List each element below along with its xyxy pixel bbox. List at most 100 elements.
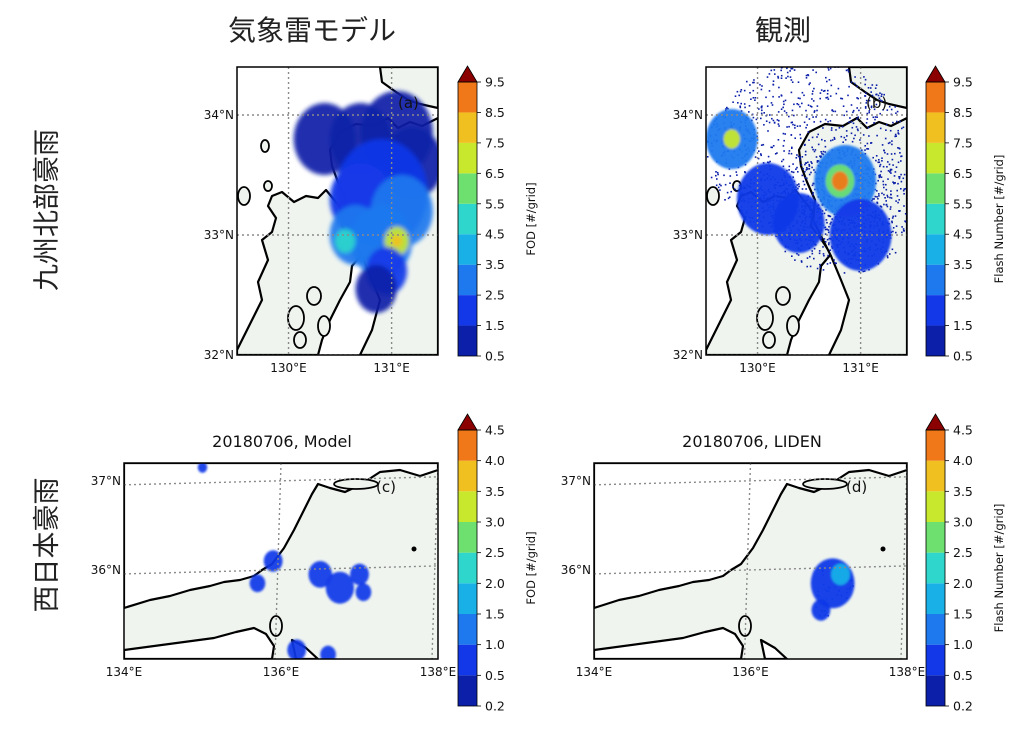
- flash-point: [794, 124, 796, 127]
- colorbar-segment: [458, 173, 477, 204]
- flash-point: [874, 195, 877, 198]
- x-tick-label: 138°E: [889, 665, 926, 679]
- y-tick-label: 37°N: [91, 474, 121, 488]
- flash-point: [883, 193, 885, 196]
- flash-point: [901, 231, 903, 234]
- flash-point: [880, 176, 883, 178]
- flash-point: [894, 152, 896, 155]
- flash-point: [901, 226, 903, 228]
- flash-point: [868, 135, 870, 137]
- flash-point: [868, 99, 871, 102]
- flash-point: [812, 116, 814, 118]
- flash-point: [904, 188, 907, 190]
- flash-point: [876, 116, 878, 118]
- flash-point: [767, 161, 769, 164]
- flash-point: [829, 215, 832, 218]
- y-tick-label: 34°N: [204, 108, 234, 122]
- flash-point: [814, 149, 817, 151]
- y-tick-label: 33°N: [204, 228, 234, 242]
- colorbar-tick-label: 2.5: [953, 288, 973, 303]
- colorbar-tick-label: 0.2: [485, 699, 505, 714]
- flash-point: [804, 150, 807, 153]
- flash-point: [900, 160, 902, 162]
- flash-point: [819, 92, 822, 94]
- flash-point: [813, 87, 815, 90]
- colorbar-label: Flash Number [#/grid]: [992, 155, 1006, 284]
- flash-point: [797, 254, 800, 256]
- flash-point: [834, 110, 837, 113]
- flash-point: [804, 176, 806, 179]
- colorbar-segment: [926, 264, 945, 296]
- colorbar-segment: [926, 460, 945, 492]
- flash-point: [729, 182, 731, 184]
- flash-point: [828, 225, 830, 228]
- flash-point: [813, 247, 816, 250]
- y-tick-label: 33°N: [673, 228, 703, 242]
- flash-point: [809, 105, 812, 107]
- colorbar-c: 0.2 0.5 1.0 1.5 2.0 2.5 3.0 3.5 4.0 4.5 FOD [#/gri…: [457, 413, 538, 714]
- flash-point: [813, 110, 816, 112]
- flash-point: [752, 81, 754, 84]
- gridlines: [237, 67, 438, 355]
- flash-point: [785, 112, 788, 114]
- colorbar-extend-arrow: [925, 413, 946, 431]
- heat-cell: [391, 235, 402, 247]
- flash-point: [811, 136, 814, 139]
- flash-point: [892, 215, 894, 218]
- flash-point: [889, 253, 891, 255]
- flash-point: [822, 269, 825, 271]
- flash-point: [805, 74, 808, 77]
- flash-point: [830, 129, 833, 131]
- flash-point: [754, 156, 757, 158]
- flash-point: [833, 259, 835, 261]
- flash-point: [760, 144, 763, 146]
- flash-point: [815, 116, 817, 118]
- colorbar-tick-label: 0.5: [953, 668, 973, 683]
- flash-point: [899, 120, 901, 123]
- flash-point: [808, 167, 811, 170]
- flash-point: [716, 171, 719, 174]
- flash-point: [828, 79, 831, 81]
- flash-point: [794, 259, 796, 261]
- colorbar-segment: [926, 203, 945, 235]
- y-tick-label: 36°N: [561, 563, 591, 577]
- flash-point: [898, 210, 900, 212]
- flash-point: [895, 231, 897, 234]
- flash-point: [740, 110, 743, 112]
- colorbar-segment: [458, 644, 477, 676]
- flash-point: [788, 125, 790, 128]
- flash-point: [903, 188, 905, 190]
- flash-point: [807, 161, 809, 164]
- flash-point: [884, 151, 886, 154]
- flash-point: [795, 168, 797, 170]
- colorbar-segment: [458, 203, 477, 235]
- flash-point: [786, 169, 788, 172]
- flash-point: [867, 104, 870, 107]
- flash-point: [793, 114, 795, 117]
- flash-point: [886, 256, 889, 259]
- flash-point: [891, 158, 894, 161]
- sea: [594, 463, 907, 659]
- flash-point: [822, 90, 825, 92]
- panel-c: 20180706, Model 134°E 136°E 138°E36°N37°N …: [91, 432, 457, 679]
- flash-point: [792, 176, 794, 178]
- flash-point: [897, 182, 899, 185]
- flash-point: [842, 105, 845, 107]
- flash-point: [787, 75, 789, 78]
- flash-point: [805, 109, 807, 112]
- flash-point: [875, 155, 878, 157]
- flash-point: [796, 252, 798, 255]
- colorbar-tick-label: 2.5: [485, 545, 505, 560]
- flash-point: [813, 111, 816, 113]
- flash-point: [871, 94, 874, 97]
- flash-point: [728, 168, 731, 170]
- flash-point: [903, 205, 905, 207]
- flash-point: [810, 171, 812, 174]
- flash-point: [726, 106, 728, 109]
- x-tick-label: 134°E: [576, 665, 613, 679]
- flash-point: [777, 77, 780, 79]
- flash-point: [879, 112, 881, 115]
- y-tick-label: 32°N: [204, 348, 234, 362]
- flash-point: [879, 165, 881, 168]
- flash-point: [908, 167, 910, 169]
